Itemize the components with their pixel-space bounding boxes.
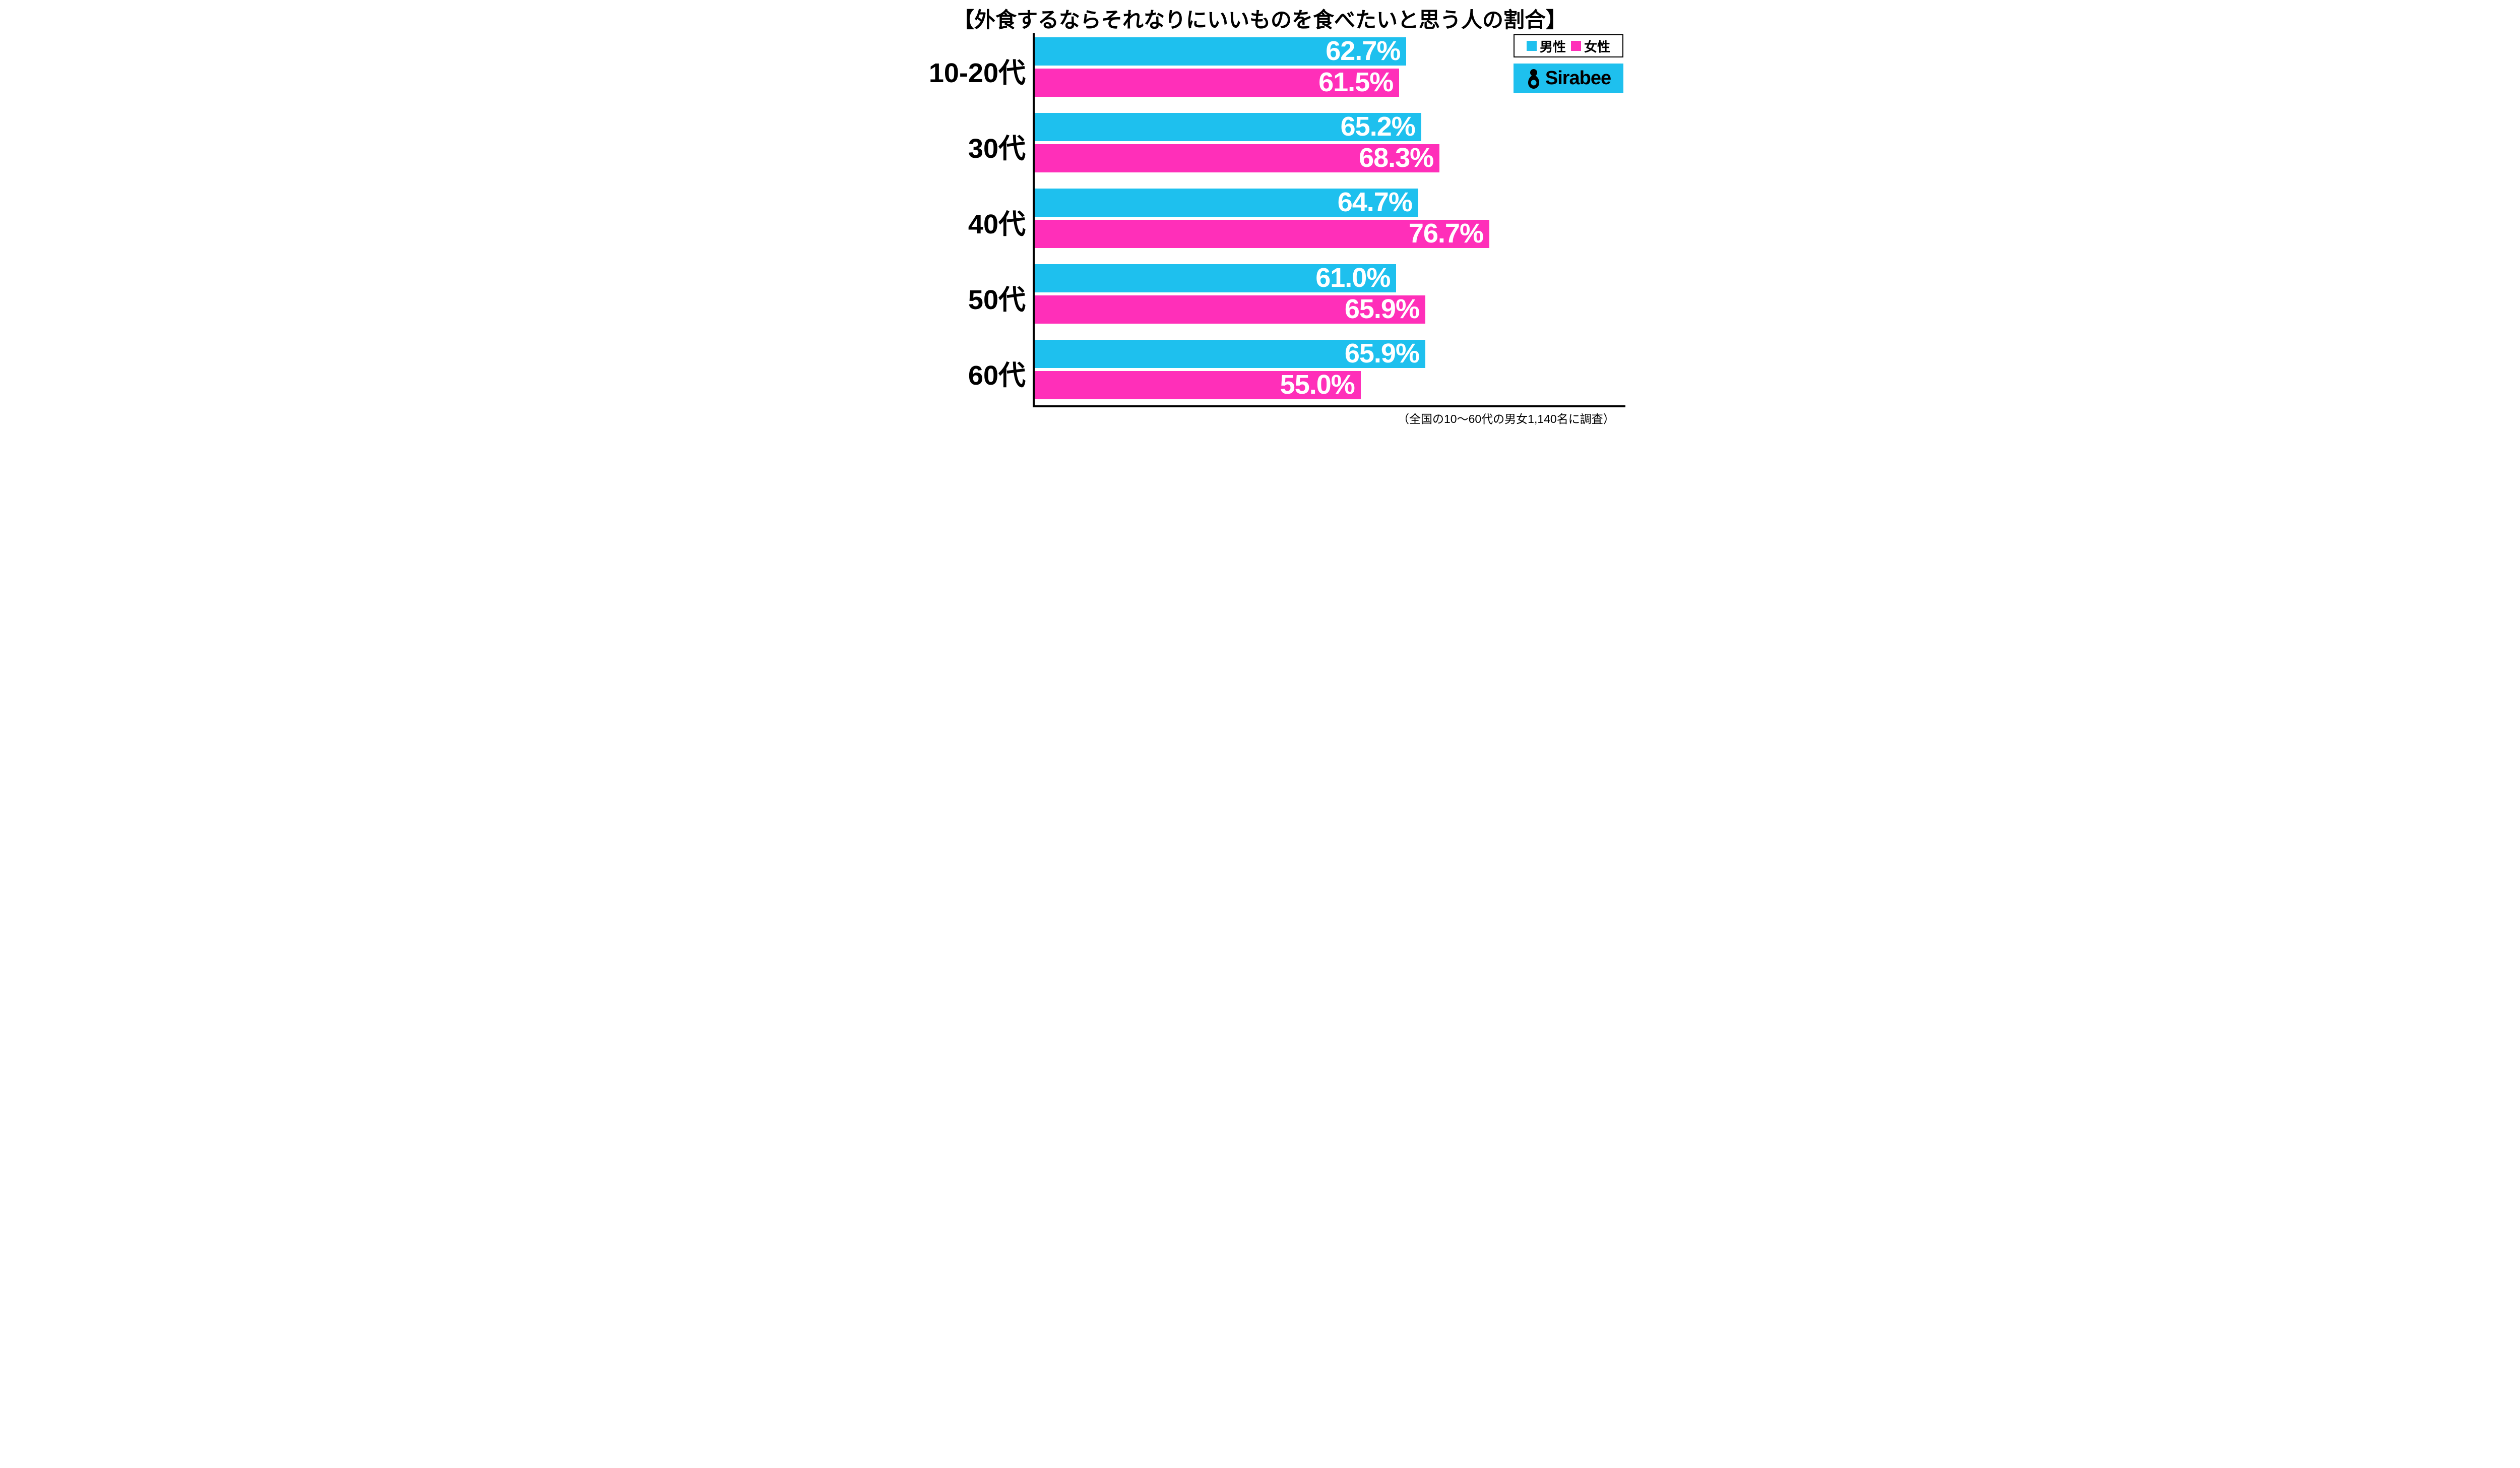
sirabee-icon xyxy=(1526,68,1541,89)
bar: 64.7% xyxy=(1035,189,1418,217)
bar-value-label: 64.7% xyxy=(1338,187,1412,218)
category-label: 30代 xyxy=(968,126,1026,166)
legend-label-female: 女性 xyxy=(1584,37,1610,55)
legend-swatch-male xyxy=(1527,41,1537,51)
category-label: 60代 xyxy=(968,353,1026,393)
bar: 55.0% xyxy=(1035,371,1361,399)
bar: 65.9% xyxy=(1035,295,1425,324)
legend-swatch-female xyxy=(1571,41,1581,51)
bar-value-label: 76.7% xyxy=(1409,218,1483,249)
bar-value-label: 61.5% xyxy=(1318,67,1393,98)
legend-label-male: 男性 xyxy=(1540,37,1566,55)
bar-value-label: 61.0% xyxy=(1315,262,1390,293)
bar: 61.0% xyxy=(1035,264,1396,292)
survey-caption: （全国の10〜60代の男女1,140名に調査） xyxy=(1398,409,1615,426)
bar-value-label: 55.0% xyxy=(1280,369,1355,400)
bar-value-label: 62.7% xyxy=(1326,35,1400,67)
legend-item-female: 女性 xyxy=(1571,37,1610,55)
brand-logo: Sirabee xyxy=(1514,64,1623,93)
bar-value-label: 65.9% xyxy=(1345,338,1419,369)
brand-text: Sirabee xyxy=(1545,68,1611,89)
bar: 61.5% xyxy=(1035,69,1399,97)
legend: 男性 女性 xyxy=(1514,34,1623,57)
bar-value-label: 65.2% xyxy=(1341,111,1415,142)
bar: 62.7% xyxy=(1035,37,1406,66)
bar: 68.3% xyxy=(1035,144,1439,172)
category-label: 40代 xyxy=(968,202,1026,241)
bar-value-label: 65.9% xyxy=(1345,293,1419,325)
category-label: 10-20代 xyxy=(929,50,1026,90)
bar: 65.2% xyxy=(1035,113,1421,141)
bar: 76.7% xyxy=(1035,220,1489,248)
bar: 65.9% xyxy=(1035,340,1425,368)
legend-item-male: 男性 xyxy=(1527,37,1566,55)
x-axis-line xyxy=(1033,405,1625,407)
chart-title: 【外食するならそれなりにいいものを食べたいと思う人の割合】 xyxy=(895,3,1625,34)
category-label: 50代 xyxy=(968,277,1026,317)
bar-value-label: 68.3% xyxy=(1359,142,1433,173)
